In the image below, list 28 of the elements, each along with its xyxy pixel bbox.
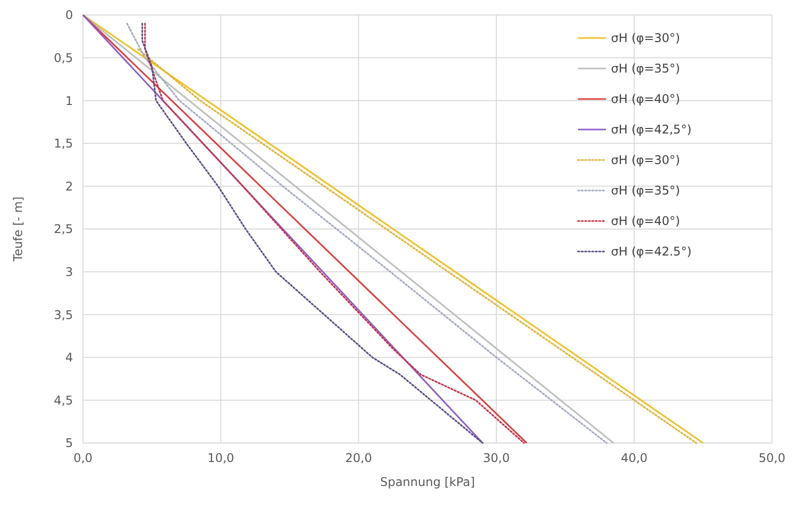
y-tick-label: 2 [65,179,73,194]
legend-label: σH (φ=30°) [611,153,680,168]
y-axis-title: Teufe [- m] [11,196,25,262]
x-tick-label: 30,0 [483,451,510,465]
y-tick-label: 3 [65,265,73,279]
legend-label: σH (φ=35°) [611,62,680,76]
x-axis-title: Spannung [kPa] [380,475,475,489]
y-tick-label: 4 [65,350,73,365]
y-tick-label: 3,5 [54,308,73,322]
y-tick-label: 2,5 [54,222,73,236]
x-tick-label: 0,0 [73,451,93,465]
legend-label: σH (φ=42,5°) [611,122,692,137]
y-tick-label: 5 [65,436,73,450]
x-tick-label: 50,0 [758,451,786,465]
y-tick-label: 0 [65,8,73,22]
legend-label: σH (φ=35°) [611,184,680,198]
x-tick-label: 20,0 [345,451,372,465]
legend-label: σH (φ=40°) [611,214,680,228]
legend-label: σH (φ=42.5°) [611,244,692,259]
y-tick-label: 4,5 [54,393,73,408]
y-tick-label: 0,5 [54,51,73,65]
y-tick-label: 1,5 [54,136,73,151]
x-tick-label: 40,0 [620,451,648,465]
legend-label: σH (φ=30°) [611,31,680,46]
legend-label: σH (φ=40°) [611,92,680,106]
line-series [137,48,698,444]
y-tick-label: 1 [65,94,73,108]
x-tick-label: 10,0 [207,451,234,465]
